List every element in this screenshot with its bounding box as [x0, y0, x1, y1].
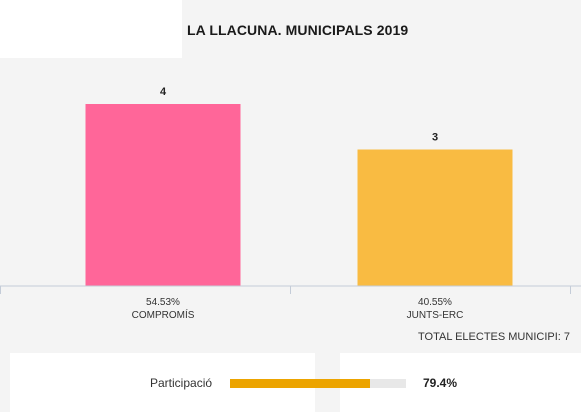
bar-1: [85, 104, 241, 286]
bar-2: [357, 149, 513, 286]
category-label: COMPROMÍS: [132, 308, 195, 321]
title-white-panel: [0, 0, 182, 58]
bar-percent-label: 54.53%: [146, 297, 180, 308]
total-electes-label: TOTAL ELECTES MUNICIPI: 7: [418, 331, 570, 343]
bar-value-label: 3: [432, 132, 438, 144]
bar-percent-label: 40.55%: [418, 297, 452, 308]
category-label: JUNTS-ERC: [407, 310, 464, 321]
bar-value-label: 4: [160, 86, 167, 98]
title-area: LA LLACUNA. MUNICIPALS 2019: [0, 0, 581, 58]
participation-label: Participació: [150, 376, 213, 390]
participation-bar-fill: [230, 379, 370, 388]
participation-value: 79.4%: [423, 376, 458, 390]
bar-chart: 4 54.53%COMPROMÍS 3 40.55% JUNTS-ERC: [0, 86, 581, 321]
chart-title: LA LLACUNA. MUNICIPALS 2019: [187, 22, 409, 38]
participation-bar-track: [230, 379, 406, 388]
